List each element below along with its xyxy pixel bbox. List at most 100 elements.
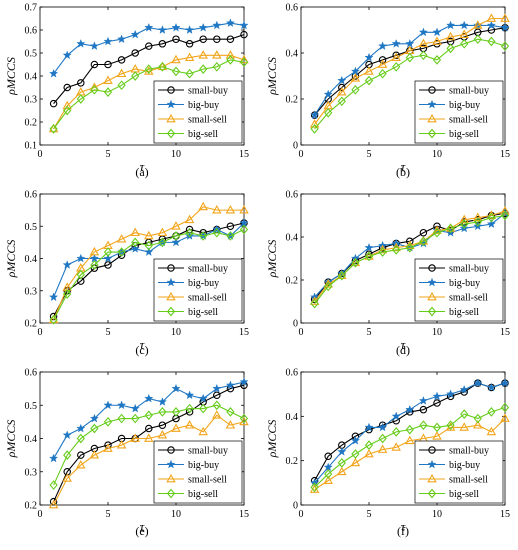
legend-entry-small-sell: small-sell [158,473,227,486]
data-point-small-sell [48,499,59,509]
legend-marker-big-sell [166,306,176,317]
data-point-big-sell [90,423,99,434]
legend-label: big-buy [449,278,480,289]
data-point-small-buy [104,60,112,69]
data-point-big-sell [76,94,85,104]
data-point-big-sell [432,55,442,65]
legend-label: small-sell [188,115,227,126]
series-line-small-buy [53,384,245,502]
data-point-big-sell [49,314,58,325]
data-point-big-sell [144,410,153,421]
data-point-small-sell [239,416,249,426]
panel-label: (a) [135,165,148,179]
data-point-big-sell [310,482,319,493]
x-tick-label: 0 [299,509,304,520]
data-point-big-buy [239,20,249,30]
data-point-big-sell [239,57,249,68]
panel-a: 0 5 10 15 0.1 0.2 0.3 0.4 0.5 0.6 0.7 τ ρMCCS small-b… [4,3,249,180]
y-tick-label: 0.4 [25,72,38,83]
data-point-small-sell [391,52,401,61]
data-point-small-buy [145,424,153,433]
data-point-big-buy [446,389,456,399]
data-point-big-sell [500,210,510,221]
data-point-small-buy [63,83,71,92]
y-tick-label: 0.4 [25,434,38,445]
data-point-big-sell [226,407,235,417]
data-point-big-buy [446,20,456,30]
legend-entry-small-sell: small-sell [158,113,227,126]
y-tick-label: 0.4 [286,49,299,60]
data-point-small-sell [239,204,249,214]
data-point-big-sell [324,469,333,479]
panel-c: 0 5 10 15 0.2 0.3 0.4 0.5 0.6 τ ρMCCS small-buy big-… [4,190,249,358]
legend-marker-big-sell [166,128,176,139]
y-axis-label: ρMCCS [4,240,18,279]
x-tick-label: 15 [500,509,510,520]
x-tick-label: 10 [171,509,181,520]
series-big-sell [310,210,510,309]
series-big-buy [310,378,510,487]
data-point-small-buy [104,261,112,269]
data-point-small-sell [309,119,320,128]
data-point-big-sell [351,449,360,459]
data-point-small-sell [500,413,510,422]
legend-label: big-sell [188,307,218,318]
y-tick-label: 0.4 [286,233,299,244]
data-point-small-buy [117,56,126,64]
data-point-big-buy [432,391,442,401]
data-point-small-sell [48,123,59,133]
x-axis-label: τ [140,519,146,534]
data-point-small-sell [432,431,442,440]
legend-entry-big-buy: big-buy [158,99,219,111]
data-point-big-sell [158,237,167,248]
data-point-big-sell [364,440,374,450]
series-line-small-sell [53,54,245,130]
y-tick-label: 0.2 [25,319,38,330]
data-point-big-buy [117,34,127,44]
data-point-big-sell [144,240,153,251]
legend-label: small-sell [449,475,488,486]
data-point-big-buy [310,110,320,119]
data-point-big-sell [171,66,181,77]
data-point-small-sell [116,68,127,78]
legend-marker-small-buy [167,446,175,454]
data-point-big-sell [487,407,496,417]
data-point-big-buy [144,393,154,403]
legend-label: big-buy [449,460,480,471]
data-point-small-sell [377,244,388,254]
data-point-big-sell [337,96,346,107]
legend-label: big-sell [188,129,218,140]
legend-label: small-buy [188,446,228,457]
data-point-big-buy [418,396,428,405]
legend-marker-big-buy [166,99,176,109]
legend-label: big-sell [449,489,479,500]
data-point-small-buy [77,451,85,459]
data-point-big-sell [310,124,319,134]
data-point-big-buy [378,422,388,432]
data-point-big-buy [350,66,360,76]
data-point-small-buy [378,56,387,64]
legend-marker-small-sell [166,291,176,301]
y-axis-label: ρMCCS [265,420,279,459]
legend: small-buy big-buy small-sell big-sell [414,440,504,504]
panel-e: 0 5 10 15 0.2 0.3 0.4 0.5 0.6 τ ρMCCS small-buy big-… [4,368,249,539]
data-point-big-buy [157,397,167,406]
y-axis-label: ρMCCS [4,420,18,459]
legend-entry-big-buy: big-buy [419,459,480,471]
data-point-small-buy [392,51,400,60]
data-point-big-buy [225,380,235,390]
data-point-small-sell [486,210,497,219]
data-point-big-sell [337,270,346,281]
y-tick-label: 0.5 [25,401,38,412]
data-point-small-sell [103,443,113,452]
data-point-small-sell [198,426,208,436]
data-point-big-buy [364,52,374,62]
legend-marker-small-sell [427,113,437,123]
data-point-small-sell [418,38,429,48]
data-point-small-sell [225,50,236,59]
data-point-small-sell [171,423,181,432]
series-line-big-sell [314,406,506,488]
legend-label: big-buy [188,278,219,289]
data-point-big-sell [473,413,482,424]
data-point-big-buy [89,41,99,50]
